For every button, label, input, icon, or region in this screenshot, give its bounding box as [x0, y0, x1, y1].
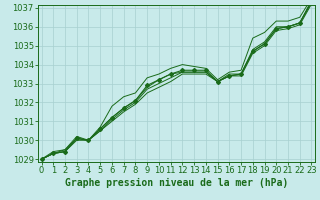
- X-axis label: Graphe pression niveau de la mer (hPa): Graphe pression niveau de la mer (hPa): [65, 178, 288, 188]
